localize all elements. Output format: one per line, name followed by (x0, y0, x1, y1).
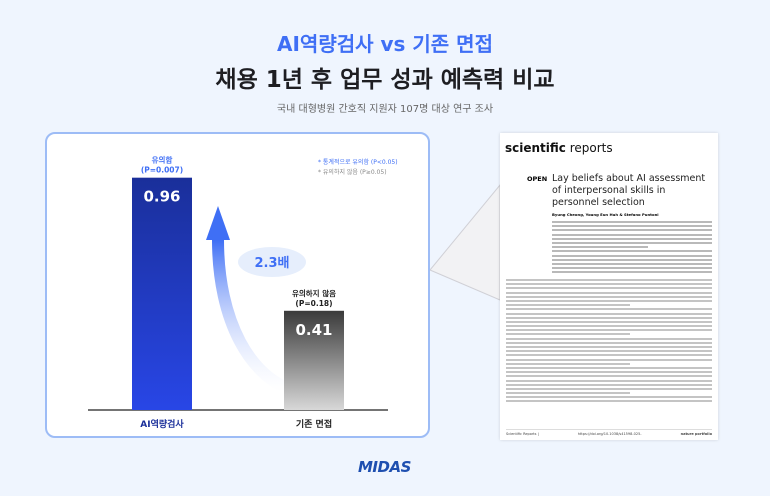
text-line (506, 346, 712, 348)
text-line (552, 221, 712, 223)
legend-not-significant: * 유의하지 않음 (P≥0.05) (318, 169, 387, 176)
study-note: 국내 대형병원 간호직 지원자 107명 대상 연구 조사 (276, 104, 494, 115)
text-line (506, 400, 712, 403)
category-label: 기존 면접 (296, 418, 332, 430)
arrow-head (206, 206, 230, 240)
text-line (506, 396, 712, 399)
text-line (552, 225, 712, 228)
increase-arrow (212, 239, 300, 398)
body-text (506, 279, 712, 405)
text-line (552, 237, 712, 240)
text-line (552, 250, 712, 253)
text-line (552, 241, 712, 244)
legend: * 통계적으로 유의함 (P<0.05) * 유의하지 않음 (P≥0.05) (318, 158, 398, 178)
paper-preview: scientific reports OPEN Lay beliefs abou… (500, 133, 718, 440)
journal-name: reports (565, 141, 613, 155)
text-line (506, 295, 712, 298)
text-line (506, 291, 712, 294)
chart-card (45, 132, 430, 438)
footer-journal: Scientific Reports | (506, 432, 539, 436)
text-line (506, 392, 630, 395)
text-line (506, 325, 712, 328)
text-line (506, 354, 712, 357)
journal-name-bold: scientific (505, 141, 566, 155)
ratio-badge-bg (238, 247, 306, 277)
text-line (506, 320, 712, 323)
paper-title: Lay beliefs about AI assessment of inter… (552, 173, 706, 208)
text-line (506, 337, 712, 340)
text-line (506, 358, 712, 361)
text-line (506, 283, 712, 286)
ratio-badge: 2.3배 (255, 255, 290, 271)
text-line (506, 304, 630, 307)
paper-footer: Scientific Reports | https://doi.org/10.1… (506, 429, 712, 436)
text-line (552, 258, 712, 261)
value-label: 0.96 (143, 188, 180, 206)
text-line (506, 287, 712, 290)
text-line (506, 366, 712, 369)
text-line (506, 362, 630, 365)
significance-label: (P=0.18) (295, 299, 332, 308)
text-line (506, 379, 712, 382)
text-line (506, 341, 712, 344)
text-line (552, 271, 712, 274)
text-line (506, 387, 712, 390)
text-line (552, 254, 712, 257)
footer-doi: https://doi.org/10.1038/s41598-025- (577, 432, 642, 436)
category-label: AI역량검사 (140, 418, 184, 430)
text-line (506, 279, 712, 281)
bar-1 (132, 177, 192, 410)
footer-publisher: nature portfolio (680, 432, 712, 436)
text-line (552, 233, 712, 236)
text-line (506, 308, 712, 311)
text-line (506, 383, 712, 386)
text-line (506, 375, 712, 378)
text-line (506, 329, 712, 332)
text-line (506, 350, 712, 353)
text-line (506, 316, 712, 319)
text-line (506, 299, 712, 302)
text-line (506, 312, 712, 315)
text-line (552, 262, 712, 265)
midas-logo: MIDAS (358, 458, 411, 476)
significance-label: 유의함 (152, 155, 173, 165)
page-title: 채용 1년 후 업무 성과 예측력 비교 (215, 67, 555, 93)
legend-significant: * 통계적으로 유의함 (P<0.05) (318, 159, 398, 166)
text-line (552, 267, 712, 270)
significance-label: (P=0.007) (141, 166, 183, 175)
headline: AI역량검사 vs 기존 면접 (277, 32, 493, 56)
significance-label: 유의하지 않음 (292, 288, 336, 298)
open-access-label: OPEN (527, 175, 548, 183)
text-line (506, 333, 630, 336)
paper-authors: Byung Cheong, Young Eun Huh & Stefano Pu… (552, 212, 659, 217)
text-line (552, 246, 648, 249)
bar-2 (284, 310, 344, 410)
value-label: 0.41 (295, 321, 332, 339)
journal-logo: scientific reports (505, 141, 613, 155)
abstract-text (552, 221, 712, 275)
text-line (506, 371, 712, 374)
text-line (552, 229, 712, 232)
